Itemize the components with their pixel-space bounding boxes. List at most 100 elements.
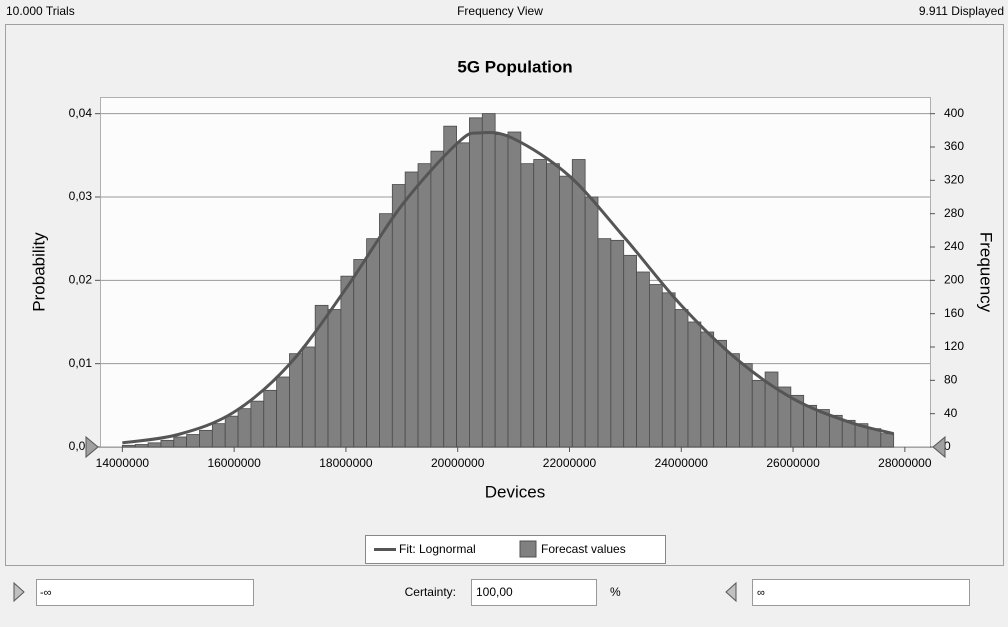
certainty-label: Certainty: [405,585,456,599]
y2-tick-label: 200 [944,273,964,287]
histogram-bar [726,353,740,448]
histogram-bar [880,433,895,448]
y2-tick-label: 160 [944,306,964,320]
fit-line [122,130,895,445]
histogram-bar [623,254,637,448]
histogram-bar [199,429,213,448]
y2-tick-label: 400 [944,106,964,120]
histogram-bar [353,259,368,448]
y2-tick-label: 320 [944,173,964,187]
y-tick-label: 0,01 [69,356,93,370]
legend-label: Forecast values [541,542,626,556]
percent-sign: % [610,585,621,599]
y-axis-label: Probability [29,232,48,312]
histogram-bar [661,292,676,448]
histogram-bar [121,444,136,448]
lower-arrow[interactable] [13,581,25,603]
y-tick-label: 0,04 [69,106,93,120]
x-tick-label: 14000000 [96,456,150,470]
histogram-bar [507,131,522,448]
x-tick-label: 20000000 [431,456,485,470]
histogram-bar [417,163,432,448]
histogram-bar [173,436,188,448]
histogram-bar [481,113,496,448]
histogram-bar [469,117,483,448]
view-name: Frequency View [457,4,543,18]
histogram-bar [263,389,278,448]
legend-label: Fit: Lognormal [399,542,476,556]
histogram-bar [224,415,239,448]
histogram-bar [610,239,625,448]
histogram-bar [340,275,355,448]
lower-grabber[interactable] [85,435,99,459]
certainty-input[interactable] [471,579,597,606]
histogram-bar [134,444,149,448]
histogram-bar [379,213,393,448]
histogram-bar [636,271,650,448]
histogram-bar [546,163,560,448]
x-axis-label: Devices [485,482,545,501]
x-tick-label: 28000000 [878,456,932,470]
histogram-bar [649,284,663,448]
y2-tick-label: 0 [944,439,951,453]
trials: 10.000 Trials [6,4,75,18]
histogram-bar [186,434,200,448]
lower-value: -∞ [40,587,52,599]
y2-tick-label: 240 [944,239,964,253]
x-tick-label: 24000000 [655,456,709,470]
x-tick-label: 26000000 [766,456,820,470]
histogram-bar [404,171,419,448]
histogram-bar [584,196,599,448]
histogram-bar [674,309,689,448]
legend-bar-swatch [519,540,537,558]
y2-tick-label: 360 [944,139,964,153]
y2-tick-label: 40 [944,406,958,420]
histogram-bar [571,159,586,448]
histogram-bar [494,134,509,448]
histogram-bar [751,379,766,448]
histogram-bar [147,442,162,448]
histogram-bar [559,175,573,448]
histogram-bar [430,150,445,448]
x-tick-label: 16000000 [207,456,261,470]
y2-tick-label: 280 [944,206,964,220]
histogram-bar [687,321,702,448]
upper-value: ∞ [757,587,765,599]
histogram-bar [250,400,265,448]
y2-tick-label: 120 [944,339,964,353]
histogram-bar [533,159,547,448]
upper-input[interactable] [752,579,970,606]
histogram-bar [276,376,290,448]
y2-tick-label: 80 [944,373,958,387]
y2-axis-label: Frequency [977,232,996,313]
y-tick-label: 0,03 [69,189,93,203]
histogram-bar [520,163,535,448]
upper-grabber[interactable] [932,435,946,459]
x-tick-label: 18000000 [319,456,373,470]
histogram-bar [443,125,457,448]
histogram-bar [713,339,727,448]
histogram-bar [739,363,753,448]
histogram-bar [314,304,329,448]
histogram-bar [597,238,612,448]
histogram-bar [366,238,380,448]
displayed: 9.911 Displayed [919,4,1004,18]
legend [365,535,666,564]
histogram-bar [237,408,252,448]
histogram-bar [160,439,175,448]
histogram-bar [456,142,470,448]
histogram-bar [327,309,342,448]
histogram-bar [803,404,817,448]
upper-arrow[interactable] [725,581,737,603]
y-tick-label: 0,02 [69,273,93,287]
histogram-bar [301,346,316,448]
histogram-bar [700,331,715,448]
histogram-bar [289,353,303,448]
lower-input[interactable] [36,579,254,606]
histogram-bar [391,184,406,448]
certainty-value: 100,00 [476,585,513,599]
histogram-bar [211,423,226,448]
x-tick-label: 22000000 [543,456,597,470]
chart-title: 5G Population [457,57,572,76]
